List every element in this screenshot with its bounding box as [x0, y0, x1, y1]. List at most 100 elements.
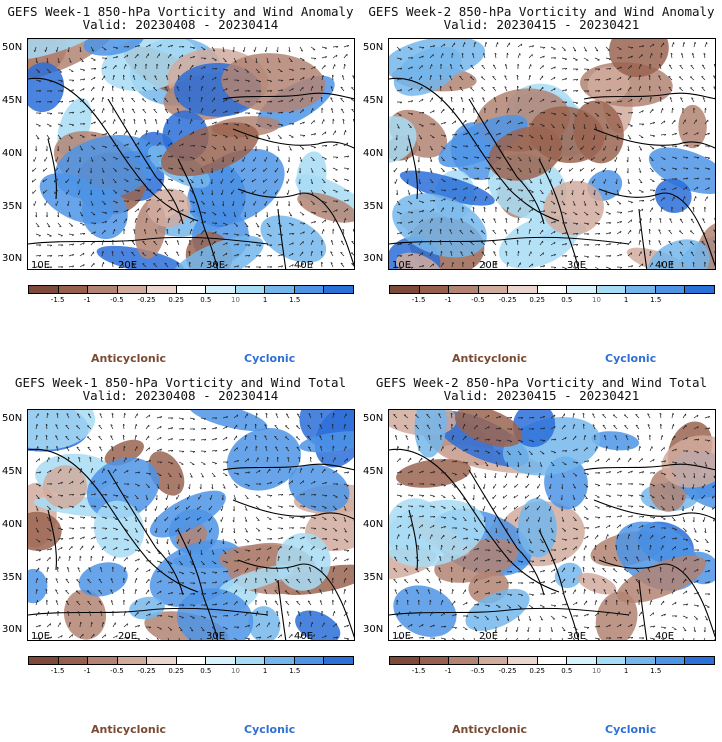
wind-arrow-head [236, 473, 240, 476]
wind-arrow-head [353, 119, 354, 121]
wind-arrow [682, 156, 689, 158]
wind-arrow-head [708, 427, 711, 430]
wind-arrow [123, 611, 126, 617]
wind-arrow-head [477, 437, 479, 440]
wind-arrow [528, 570, 534, 573]
vorticity-patch [654, 178, 692, 214]
wind-arrow-head [212, 50, 216, 52]
lat-label: 30N [2, 253, 23, 264]
wind-arrow [660, 447, 665, 452]
wind-arrow [495, 450, 501, 455]
wind-arrow [714, 97, 715, 99]
wind-arrow [460, 251, 464, 257]
wind-arrow-head [582, 192, 584, 196]
wind-arrow-head [510, 188, 513, 191]
wind-arrow-head [430, 228, 433, 232]
wind-arrow-head [400, 67, 403, 70]
wind-arrow-head [498, 551, 501, 553]
wind-arrow [403, 414, 409, 419]
wind-arrow-head [325, 538, 328, 541]
wind-arrow-head [292, 264, 294, 267]
wind-arrow [539, 538, 544, 543]
wind-arrow [671, 187, 677, 191]
wind-arrow [528, 110, 534, 114]
wind-arrow [635, 414, 640, 419]
wind-arrow-head [660, 423, 663, 426]
wind-arrow [539, 450, 545, 455]
wind-arrow [343, 516, 347, 522]
wind-arrow-head [675, 537, 678, 540]
wind-arrow [469, 76, 475, 81]
wind-arrow-head [39, 100, 42, 103]
wind-arrow [156, 570, 162, 573]
wind-arrow-head [171, 199, 174, 202]
wind-arrow-head [333, 412, 335, 415]
wind-arrow [561, 413, 565, 419]
wind-arrow [310, 480, 316, 485]
wind-arrow-head [463, 487, 466, 489]
wind-arrow [167, 178, 173, 181]
wind-arrow [176, 251, 180, 257]
wind-arrow-head [439, 228, 442, 231]
wind-arrow [638, 505, 644, 508]
wind-arrow-head [39, 112, 42, 115]
wind-arrow-head [675, 187, 677, 190]
wind-arrow [307, 436, 312, 441]
wind-arrow-head [663, 473, 666, 476]
wind-arrow [244, 79, 250, 82]
wind-arrow [277, 222, 283, 227]
wind-arrow-head [59, 225, 62, 228]
wind-arrow-head [135, 531, 138, 533]
wind-arrow-head [505, 64, 508, 66]
wind-arrow-head [475, 196, 477, 199]
wind-arrow-head [397, 127, 400, 129]
wind-arrow [539, 472, 541, 479]
wind-arrow [233, 538, 237, 544]
wind-arrow [134, 130, 137, 136]
wind-arrow [636, 556, 640, 562]
wind-arrow [331, 435, 334, 441]
wind-arrow [440, 53, 444, 59]
wind-arrow-head [609, 101, 612, 104]
wind-arrow-head [211, 487, 214, 490]
wind-arrow-head [50, 255, 53, 258]
wind-arrow [299, 231, 305, 235]
wind-arrow-head [608, 495, 612, 498]
wind-arrow-head [609, 524, 611, 528]
wind-arrow-head [470, 251, 474, 253]
wind-arrow [264, 200, 268, 206]
wind-arrow-head [78, 456, 81, 459]
wind-arrow-head [652, 43, 655, 46]
wind-arrow [240, 178, 246, 183]
wind-arrow [539, 265, 545, 268]
wind-arrow [582, 413, 585, 419]
wind-arrow [426, 414, 431, 419]
wind-arrow [200, 461, 206, 465]
wind-arrow [98, 436, 103, 441]
wind-arrow [690, 251, 695, 257]
wind-arrow-head [587, 90, 590, 93]
wind-arrow-head [193, 56, 195, 59]
wind-arrow-head [430, 160, 433, 162]
wind-arrow-head [145, 63, 148, 66]
wind-arrow-head [255, 61, 258, 64]
wind-arrow-head [80, 621, 82, 624]
wind-arrow [503, 483, 508, 489]
wind-arrow [659, 97, 662, 103]
wind-arrow [561, 89, 567, 92]
wind-arrow [90, 200, 94, 206]
wind-arrow-head [529, 85, 532, 89]
wind-arrow [90, 468, 93, 474]
wind-arrow [429, 218, 433, 224]
wind-arrow-head [411, 515, 414, 518]
wind-arrow-head [245, 423, 248, 427]
wind-arrow [462, 119, 467, 125]
wind-arrow [583, 200, 587, 206]
vorticity-patch [160, 122, 259, 177]
wind-arrow-head [69, 621, 72, 625]
wind-arrow-head [226, 110, 228, 113]
wind-arrow [222, 637, 225, 640]
wind-arrow-head [609, 67, 612, 70]
wind-arrow [635, 568, 640, 573]
wind-arrow [602, 424, 607, 430]
